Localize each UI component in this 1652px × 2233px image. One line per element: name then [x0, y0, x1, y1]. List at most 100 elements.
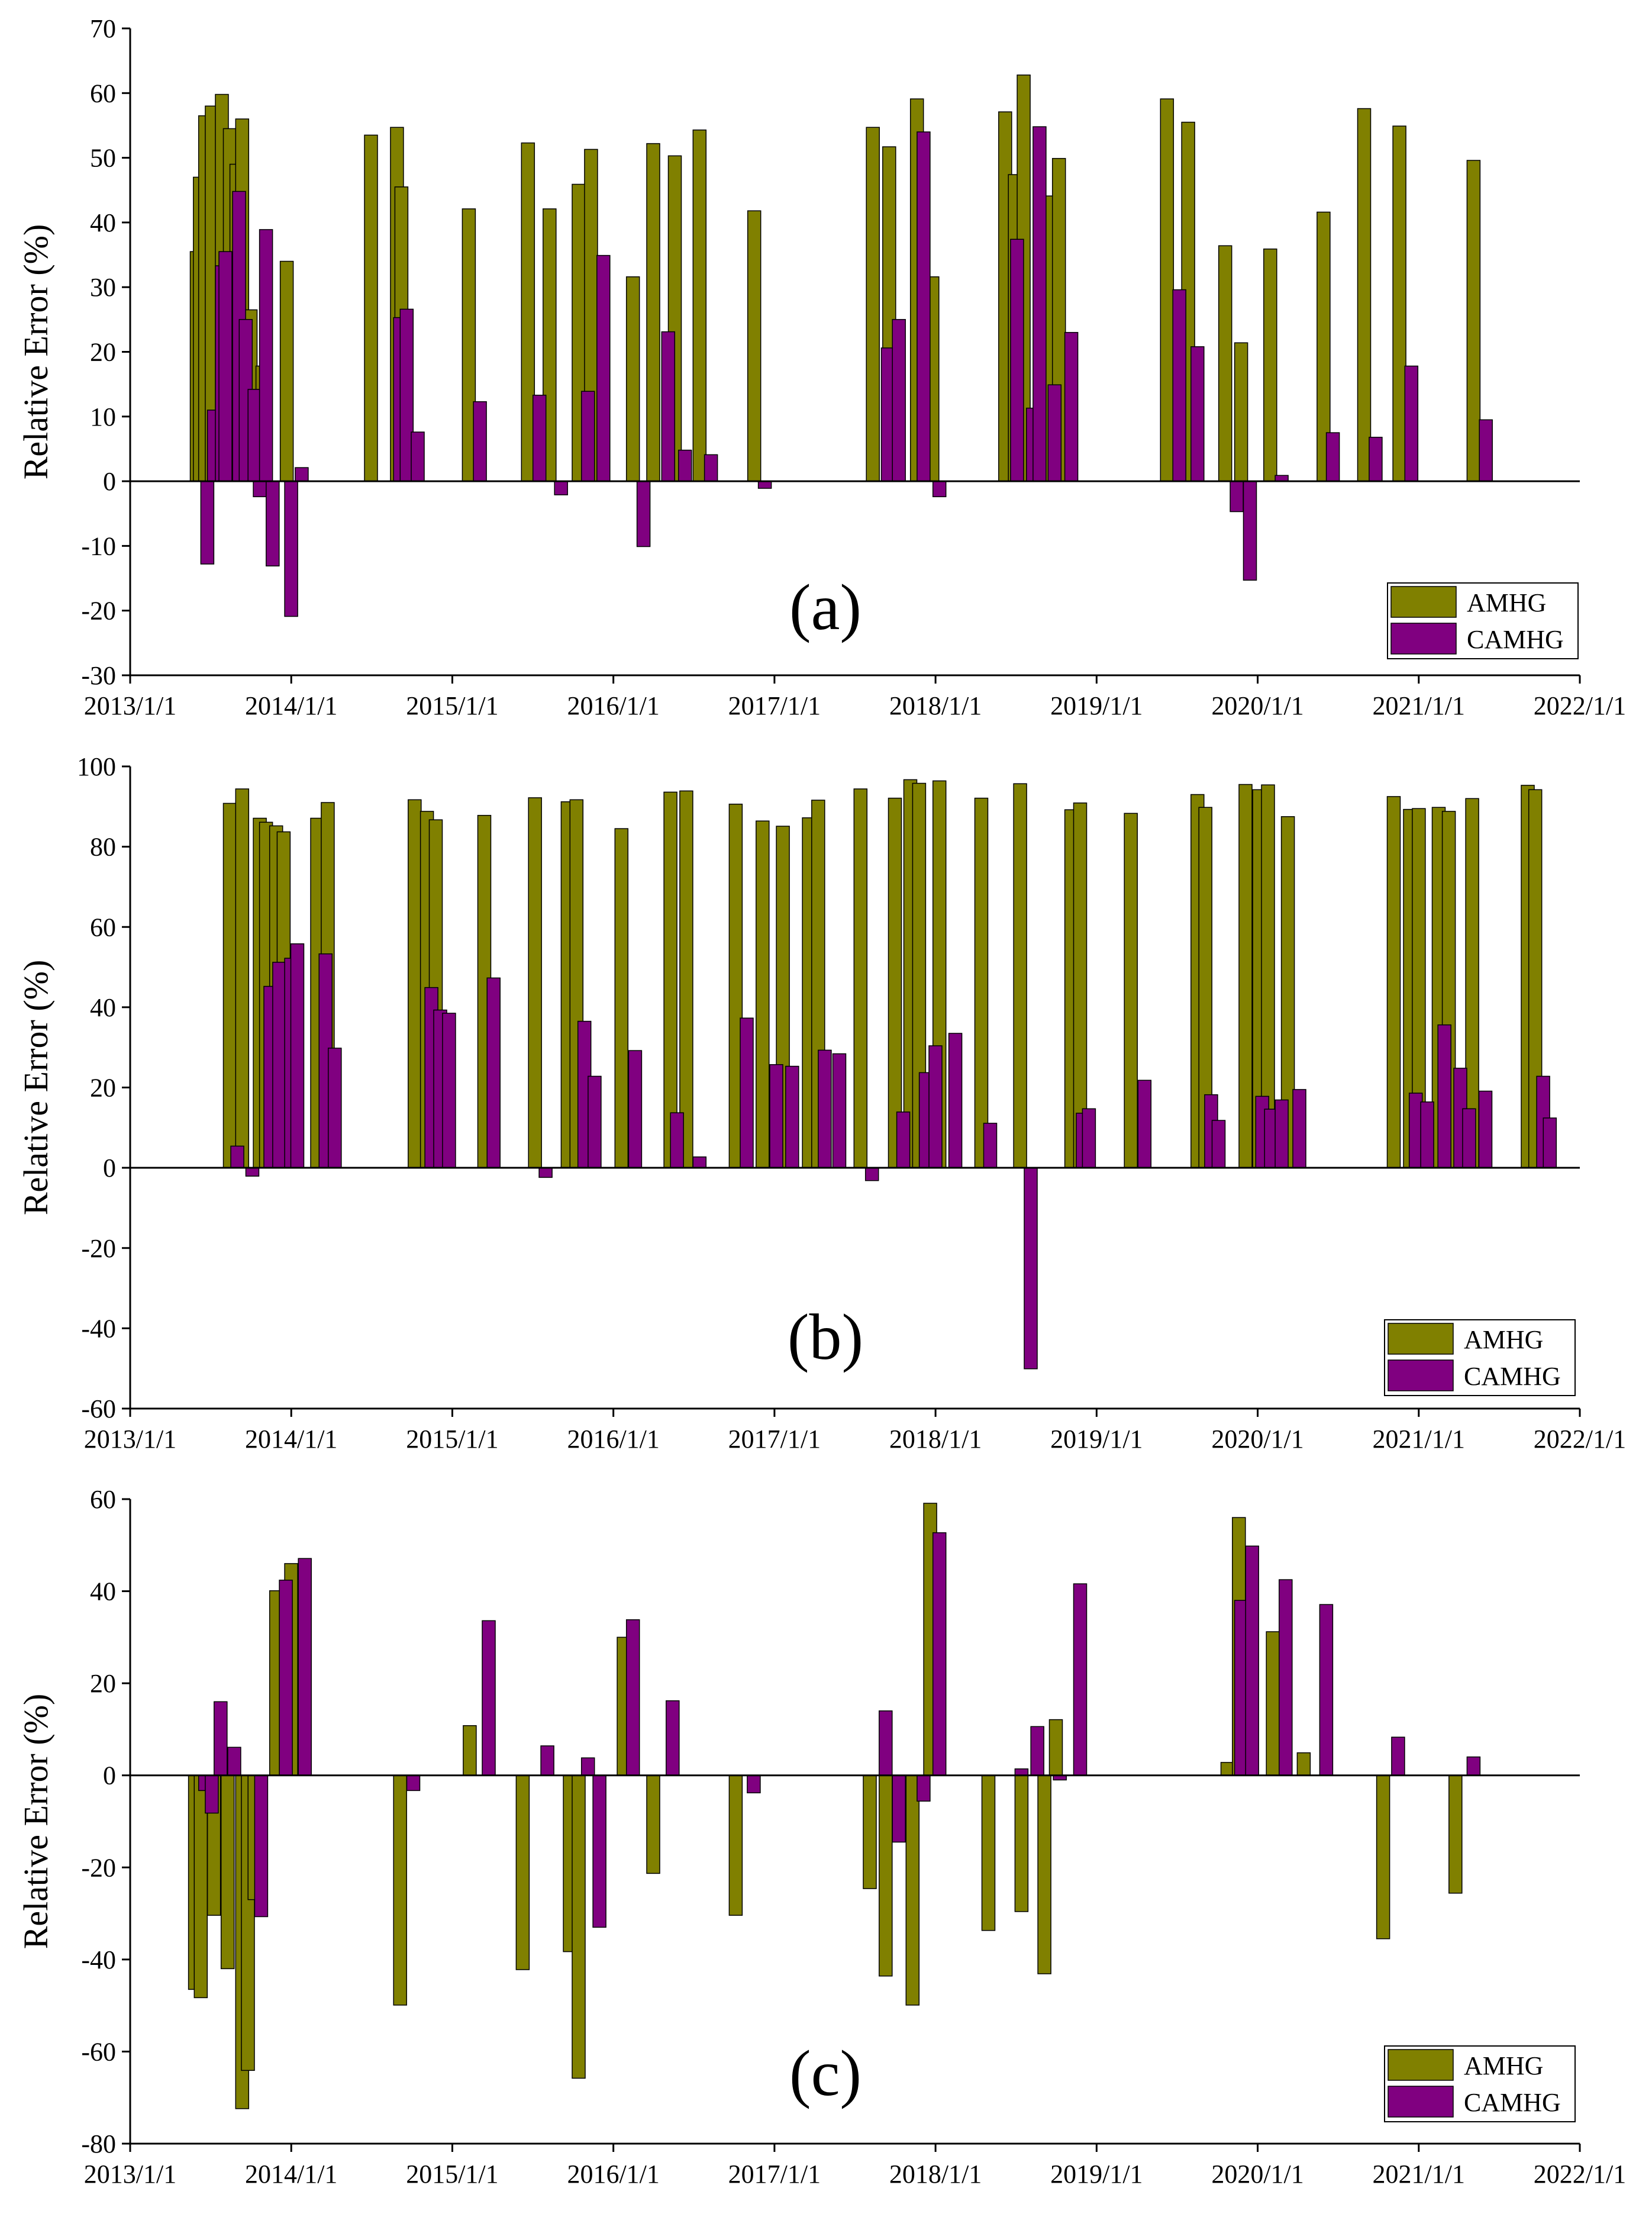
y-tick-label: 40	[90, 993, 116, 1022]
x-tick-label: 2018/1/1	[889, 691, 982, 720]
bar-camhg	[864, 1167, 879, 1181]
bar-camhg	[1190, 346, 1205, 482]
y-tick-label: 70	[90, 14, 116, 43]
legend-swatch-amhg	[1388, 1323, 1454, 1355]
bar-camhg	[588, 1075, 602, 1168]
bar-amhg	[1234, 342, 1248, 482]
x-tick-label: 2014/1/1	[245, 691, 337, 720]
bar-camhg	[230, 1145, 244, 1168]
bar-camhg	[1032, 126, 1047, 482]
series-camhg	[200, 126, 1493, 617]
bar-camhg	[896, 1111, 911, 1168]
y-tick-label: 10	[90, 402, 116, 431]
bar-camhg	[1275, 1099, 1289, 1168]
bar-camhg	[245, 1167, 260, 1177]
legend-swatch-camhg	[1390, 623, 1457, 655]
legend-label-amhg: AMHG	[1467, 588, 1546, 617]
bar-camhg	[636, 481, 651, 547]
x-tick-label: 2015/1/1	[406, 2160, 498, 2189]
y-tick-label: -20	[81, 1234, 116, 1263]
bar-amhg	[646, 143, 660, 482]
x-tick-label: 2014/1/1	[245, 2160, 337, 2189]
bar-camhg	[473, 401, 487, 482]
bar-camhg	[928, 1045, 943, 1168]
bar-amhg	[974, 797, 989, 1168]
legend-label-camhg: CAMHG	[1464, 2088, 1561, 2117]
x-tick-label: 2017/1/1	[728, 691, 821, 720]
bar-amhg	[1386, 796, 1401, 1168]
y-axis-title: Relative Error (%)	[17, 1694, 55, 1950]
bar-amhg	[679, 790, 693, 1168]
x-tick-label: 2013/1/1	[84, 1425, 176, 1454]
bar-camhg	[218, 251, 233, 482]
bar-amhg	[1392, 125, 1406, 482]
bar-camhg	[1325, 432, 1340, 482]
x-tick-label: 2022/1/1	[1534, 2160, 1626, 2189]
bar-camhg	[1478, 1090, 1493, 1168]
y-tick-label: 0	[103, 1761, 116, 1790]
x-tick-label: 2019/1/1	[1050, 1425, 1143, 1454]
bar-amhg	[879, 1774, 893, 1977]
bar-camhg	[1137, 1080, 1152, 1168]
series-amhg	[188, 1503, 1463, 2109]
bar-camhg	[1279, 1579, 1293, 1776]
bar-camhg	[818, 1049, 832, 1168]
bar-camhg	[692, 1156, 707, 1168]
y-axis-title: Relative Error (%)	[17, 224, 55, 480]
x-tick-label: 2013/1/1	[84, 2160, 176, 2189]
bar-camhg	[482, 1620, 496, 1776]
bar-amhg	[1296, 1752, 1311, 1776]
bar-amhg	[220, 1774, 235, 1970]
bar-amhg	[728, 1774, 743, 1916]
bar-amhg	[235, 788, 250, 1168]
bar-amhg	[646, 1774, 660, 1874]
bar-amhg	[1013, 783, 1027, 1168]
x-tick-label: 2021/1/1	[1373, 2160, 1465, 2189]
x-tick-label: 2015/1/1	[406, 691, 498, 720]
panel-label: (c)	[789, 2037, 862, 2109]
bar-amhg	[625, 276, 640, 482]
x-tick-label: 2020/1/1	[1211, 2160, 1303, 2189]
x-tick-label: 2018/1/1	[889, 2160, 982, 2189]
bar-camhg	[328, 1048, 342, 1168]
x-tick-label: 2016/1/1	[567, 1425, 659, 1454]
y-tick-label: 60	[90, 913, 116, 942]
y-tick-label: -40	[81, 1945, 116, 1974]
bar-amhg	[1014, 1774, 1029, 1912]
x-tick-label: 2020/1/1	[1211, 691, 1303, 720]
bar-camhg	[1243, 481, 1257, 581]
bar-camhg	[1479, 419, 1493, 482]
bar-amhg	[393, 1774, 407, 2006]
bar-amhg	[1263, 248, 1277, 482]
bar-camhg	[1404, 365, 1419, 482]
y-tick-label: 20	[90, 1074, 116, 1103]
bar-camhg	[214, 1701, 228, 1776]
series-amhg	[189, 74, 1481, 482]
bar-camhg	[832, 1053, 847, 1168]
y-tick-label: 40	[90, 1577, 116, 1606]
y-tick-label: -40	[81, 1314, 116, 1343]
bar-camhg	[1024, 1167, 1038, 1370]
bar-camhg	[1014, 1768, 1029, 1776]
bar-camhg	[254, 1774, 269, 1918]
y-tick-label: -80	[81, 2129, 116, 2158]
bar-camhg	[1369, 437, 1383, 482]
y-tick-label: 80	[90, 833, 116, 862]
bar-camhg	[628, 1050, 643, 1168]
bar-camhg	[580, 1757, 595, 1776]
bar-camhg	[1082, 1108, 1096, 1168]
x-tick-label: 2019/1/1	[1050, 691, 1143, 720]
bar-amhg	[853, 788, 868, 1168]
panel-label: (b)	[788, 1301, 863, 1373]
bar-camhg	[298, 1558, 312, 1776]
bar-camhg	[205, 1774, 219, 1814]
bar-amhg	[515, 1774, 530, 1970]
bar-amhg	[1466, 160, 1481, 482]
bar-camhg	[279, 1580, 293, 1776]
bar-camhg	[677, 449, 692, 482]
bar-camhg	[932, 481, 947, 498]
legend-label-amhg: AMHG	[1464, 2051, 1543, 2080]
bar-camhg	[1172, 289, 1186, 482]
x-tick-label: 2019/1/1	[1050, 2160, 1143, 2189]
